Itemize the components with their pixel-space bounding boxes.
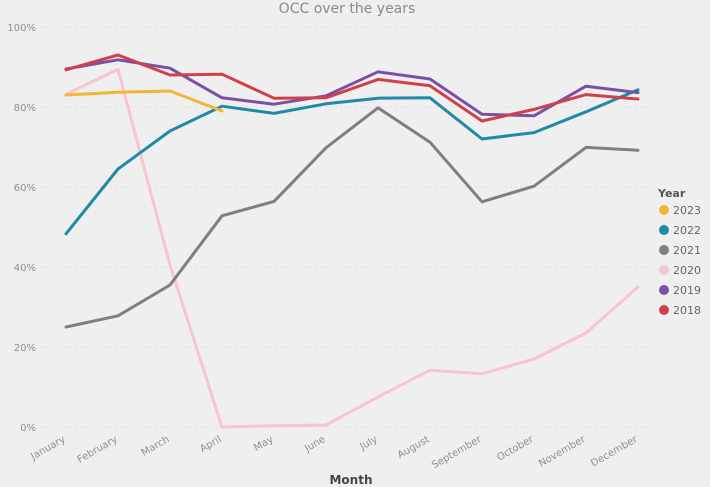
legend-label: 2020 bbox=[673, 264, 701, 277]
x-axis-title: Month bbox=[329, 473, 372, 487]
x-tick-label: May bbox=[252, 434, 275, 454]
legend-marker bbox=[659, 225, 669, 235]
x-tick-label: April bbox=[198, 434, 223, 455]
legend-item-2020[interactable]: 2020 bbox=[659, 264, 701, 277]
legend-label: 2021 bbox=[673, 244, 701, 257]
y-tick-label: 20% bbox=[14, 343, 36, 354]
legend-label: 2018 bbox=[673, 304, 701, 317]
legend-title: Year bbox=[657, 187, 686, 200]
y-tick-label: 40% bbox=[14, 263, 36, 274]
legend-marker bbox=[659, 305, 669, 315]
x-tick-label: December bbox=[589, 434, 640, 470]
x-axis-ticks: January February March April May June July Augu… bbox=[28, 434, 640, 472]
series-line-2020[interactable] bbox=[64, 67, 640, 429]
legend-item-2023[interactable]: 2023 bbox=[659, 204, 701, 217]
legend-label: 2022 bbox=[673, 224, 701, 237]
x-tick-label: February bbox=[76, 434, 120, 466]
y-tick-label: 100% bbox=[7, 23, 36, 34]
x-tick-label: June bbox=[302, 434, 327, 455]
x-tick-label: August bbox=[396, 434, 432, 461]
legend-item-2018[interactable]: 2018 bbox=[659, 304, 701, 317]
y-tick-label: 60% bbox=[14, 183, 36, 194]
legend-label: 2019 bbox=[673, 284, 701, 297]
x-tick-label: March bbox=[140, 434, 172, 459]
legend-marker bbox=[659, 205, 669, 215]
y-tick-label: 0% bbox=[20, 423, 36, 434]
x-tick-label: September bbox=[430, 434, 484, 472]
legend-label: 2023 bbox=[673, 204, 701, 217]
legend-marker bbox=[659, 285, 669, 295]
x-tick-label: October bbox=[495, 434, 536, 464]
x-tick-label: January bbox=[28, 434, 67, 463]
series-line-2022[interactable] bbox=[64, 88, 640, 236]
legend-marker bbox=[659, 265, 669, 275]
x-tick-label: July bbox=[358, 434, 380, 453]
y-tick-label: 80% bbox=[14, 103, 36, 114]
chart-title: OCC over the years bbox=[279, 1, 416, 17]
series-line-2023[interactable] bbox=[64, 89, 224, 113]
series-line-2021[interactable] bbox=[64, 106, 640, 329]
legend-item-2021[interactable]: 2021 bbox=[659, 244, 701, 257]
legend[interactable]: Year 2023 2022 2021 2020 2019 2018 bbox=[657, 187, 701, 317]
legend-marker bbox=[659, 245, 669, 255]
y-axis-ticks: 0% 20% 40% 60% 80% 100% bbox=[7, 23, 36, 434]
series-line-2019[interactable] bbox=[64, 58, 640, 118]
legend-item-2022[interactable]: 2022 bbox=[659, 224, 701, 237]
x-tick-label: November bbox=[537, 434, 588, 470]
legend-item-2019[interactable]: 2019 bbox=[659, 284, 701, 297]
series-line-2018[interactable] bbox=[64, 53, 640, 123]
series-lines bbox=[64, 53, 640, 429]
